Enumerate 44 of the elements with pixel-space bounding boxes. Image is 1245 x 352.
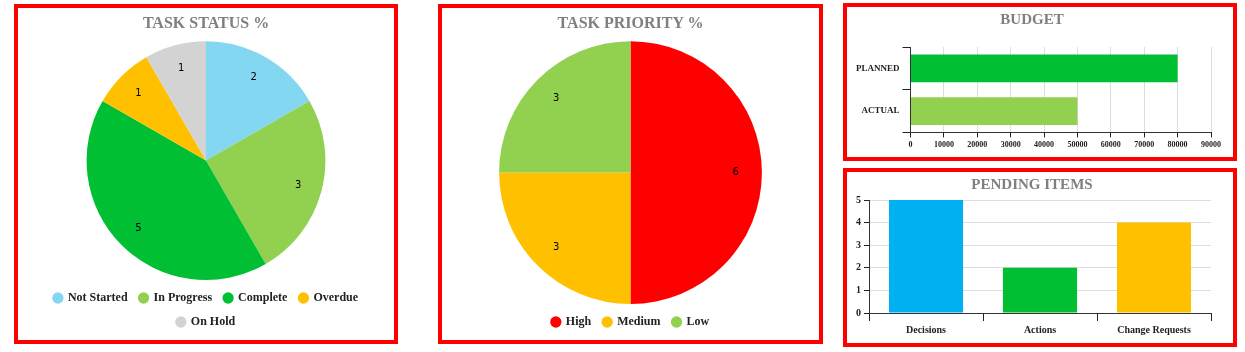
y-tick-label: 2 — [856, 261, 861, 273]
x-tick-label: 90000 — [1201, 140, 1221, 150]
legend-label: Not Started — [67, 290, 128, 305]
x-tick-label: 0 — [908, 140, 913, 150]
legend-label: On Hold — [190, 314, 236, 329]
bar — [1002, 267, 1078, 313]
x-tick-label: Change Requests — [1117, 323, 1191, 335]
y-tick-label: PLANNED — [855, 62, 900, 73]
legend-label: In Progress — [153, 290, 213, 305]
y-tick-label: 5 — [856, 193, 861, 205]
data-label: 3 — [295, 178, 302, 190]
data-label: 1 — [178, 61, 185, 73]
data-label: 6 — [732, 166, 739, 178]
y-tick-label: ACTUAL — [861, 105, 900, 116]
x-tick-label: Actions — [1023, 323, 1057, 335]
bar — [888, 200, 964, 313]
data-label: 3 — [552, 240, 560, 252]
x-tick-label: 50000 — [1067, 140, 1088, 150]
x-tick-label: 30000 — [1000, 140, 1021, 150]
legend-label: Medium — [617, 314, 661, 329]
legend-label: Low — [686, 314, 710, 329]
legend-label: Overdue — [313, 290, 359, 305]
chart-title: BUDGET — [1000, 10, 1064, 27]
y-tick-label: 1 — [856, 283, 861, 295]
x-tick-label: Decisions — [906, 323, 947, 335]
x-tick-label: 60000 — [1100, 140, 1121, 150]
y-tick-label: 3 — [856, 238, 861, 250]
chart-title: TASK PRIORITY % — [557, 13, 704, 31]
legend-label: High — [565, 314, 592, 329]
x-tick-label: 70000 — [1134, 140, 1155, 150]
bar — [1116, 222, 1192, 313]
data-label: 1 — [135, 86, 142, 98]
legend-label: Complete — [238, 290, 289, 305]
data-label: 2 — [250, 71, 257, 83]
y-tick-label: 0 — [856, 306, 861, 318]
x-tick-label: 80000 — [1167, 140, 1188, 150]
data-label: 5 — [135, 221, 142, 233]
x-tick-label: 20000 — [967, 140, 988, 150]
x-tick-label: 10000 — [933, 140, 954, 150]
y-tick-label: 4 — [856, 216, 861, 228]
data-label: 3 — [552, 91, 560, 103]
chart-title: PENDING ITEMS — [971, 175, 1093, 192]
chart-title: TASK STATUS % — [142, 13, 270, 31]
x-tick-label: 40000 — [1034, 140, 1055, 150]
